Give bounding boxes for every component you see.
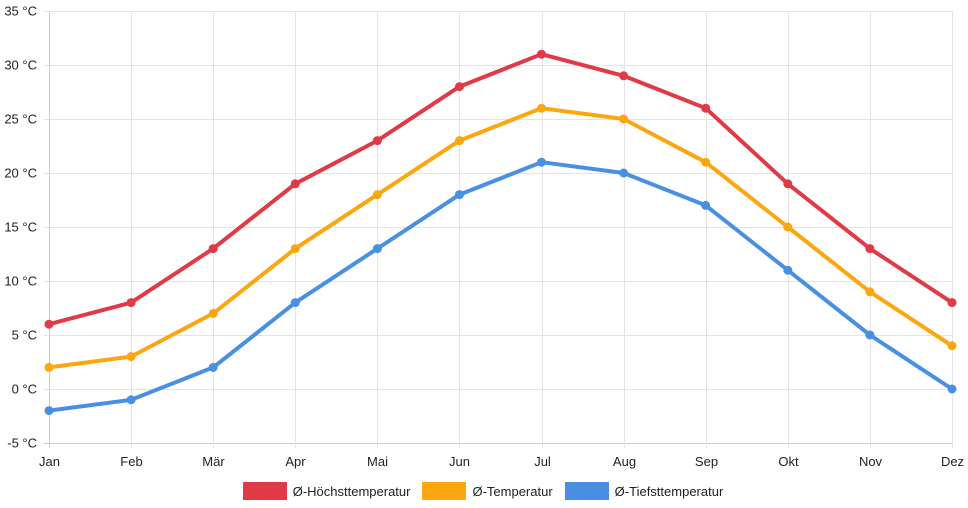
y-tick-label: 20 °C — [4, 166, 37, 181]
series-line — [47, 52, 954, 327]
x-tick-label: Dez — [941, 454, 964, 469]
x-tick-label: Jun — [449, 454, 470, 469]
data-point[interactable] — [537, 103, 546, 113]
x-tick-label: Feb — [120, 454, 142, 469]
data-point[interactable] — [947, 384, 957, 394]
data-point[interactable] — [619, 71, 629, 81]
x-tick-label: Sep — [695, 454, 718, 469]
data-point[interactable] — [783, 179, 793, 189]
x-tick-label: Mär — [202, 454, 225, 469]
grid — [44, 11, 953, 448]
series-group — [44, 49, 957, 416]
data-point[interactable] — [455, 190, 464, 200]
data-point[interactable] — [619, 168, 629, 178]
y-tick-label: 10 °C — [4, 274, 37, 289]
data-point[interactable] — [619, 114, 629, 124]
x-tick-label: Mai — [367, 454, 388, 469]
legend-swatch — [564, 482, 609, 500]
y-tick-label: -5 °C — [7, 436, 37, 451]
legend-label: Ø-Tiefsttemperatur — [614, 483, 724, 499]
x-tick-label: Aug — [613, 454, 636, 469]
data-point[interactable] — [208, 308, 218, 318]
data-point[interactable] — [126, 395, 136, 405]
series-line — [47, 160, 954, 413]
x-tick-label: Jan — [39, 454, 60, 469]
data-point[interactable] — [372, 136, 382, 146]
data-point[interactable] — [783, 222, 793, 232]
data-point[interactable] — [372, 190, 382, 200]
data-point[interactable] — [701, 157, 711, 167]
legend-item[interactable]: Ø-Tiefsttemperatur — [564, 482, 724, 500]
data-point[interactable] — [865, 287, 875, 297]
data-point[interactable] — [455, 136, 464, 146]
data-point[interactable] — [290, 244, 300, 254]
x-axis: Jan Feb Mär Apr Mai Jun Jul Aug Sep Okt Nov Dez — [39, 454, 964, 469]
y-tick-label: 25 °C — [4, 112, 37, 127]
legend-swatch — [242, 482, 287, 500]
x-tick-label: Apr — [285, 454, 306, 469]
data-point[interactable] — [44, 319, 54, 329]
data-point[interactable] — [126, 298, 136, 308]
legend-label: Ø-Temperatur — [472, 483, 553, 499]
y-tick-label: 0 °C — [12, 382, 37, 397]
data-point[interactable] — [947, 298, 957, 308]
y-tick-label: 15 °C — [4, 220, 37, 235]
y-axis: 35 °C 30 °C 25 °C 20 °C 15 °C 10 °C 5 °C 0 °C -5… — [4, 4, 37, 451]
data-point[interactable] — [537, 157, 546, 167]
data-point[interactable] — [290, 298, 300, 308]
x-tick-label: Nov — [859, 454, 883, 469]
y-tick-label: 5 °C — [12, 328, 37, 343]
line-chart: 35 °C 30 °C 25 °C 20 °C 15 °C 10 °C 5 °C 0 °C -5… — [4, 4, 964, 470]
data-point[interactable] — [865, 244, 875, 254]
legend: Ø-Höchsttemperatur Ø-Temperatur Ø-Tiefstte… — [0, 480, 968, 502]
x-tick-label: Jul — [534, 454, 551, 469]
x-tick-label: Okt — [778, 454, 799, 469]
data-point[interactable] — [44, 362, 54, 372]
data-point[interactable] — [290, 179, 300, 189]
series-1 — [44, 103, 957, 372]
series-2 — [44, 157, 957, 416]
data-point[interactable] — [208, 362, 218, 372]
data-point[interactable] — [537, 49, 546, 59]
legend-swatch — [422, 482, 467, 500]
data-point[interactable] — [701, 200, 711, 210]
data-point[interactable] — [783, 265, 793, 275]
data-point[interactable] — [865, 330, 875, 340]
data-point[interactable] — [701, 103, 711, 113]
series-0 — [44, 49, 957, 329]
y-tick-label: 30 °C — [4, 58, 37, 73]
data-point[interactable] — [126, 352, 136, 362]
legend-item[interactable]: Ø-Höchsttemperatur — [242, 482, 411, 500]
data-point[interactable] — [372, 244, 382, 254]
data-point[interactable] — [208, 244, 218, 254]
legend-item[interactable]: Ø-Temperatur — [422, 482, 553, 500]
series-line — [47, 106, 954, 370]
data-point[interactable] — [947, 341, 957, 351]
data-point[interactable] — [44, 406, 54, 416]
legend-label: Ø-Höchsttemperatur — [292, 483, 411, 499]
data-point[interactable] — [455, 82, 464, 92]
y-tick-label: 35 °C — [4, 4, 37, 19]
